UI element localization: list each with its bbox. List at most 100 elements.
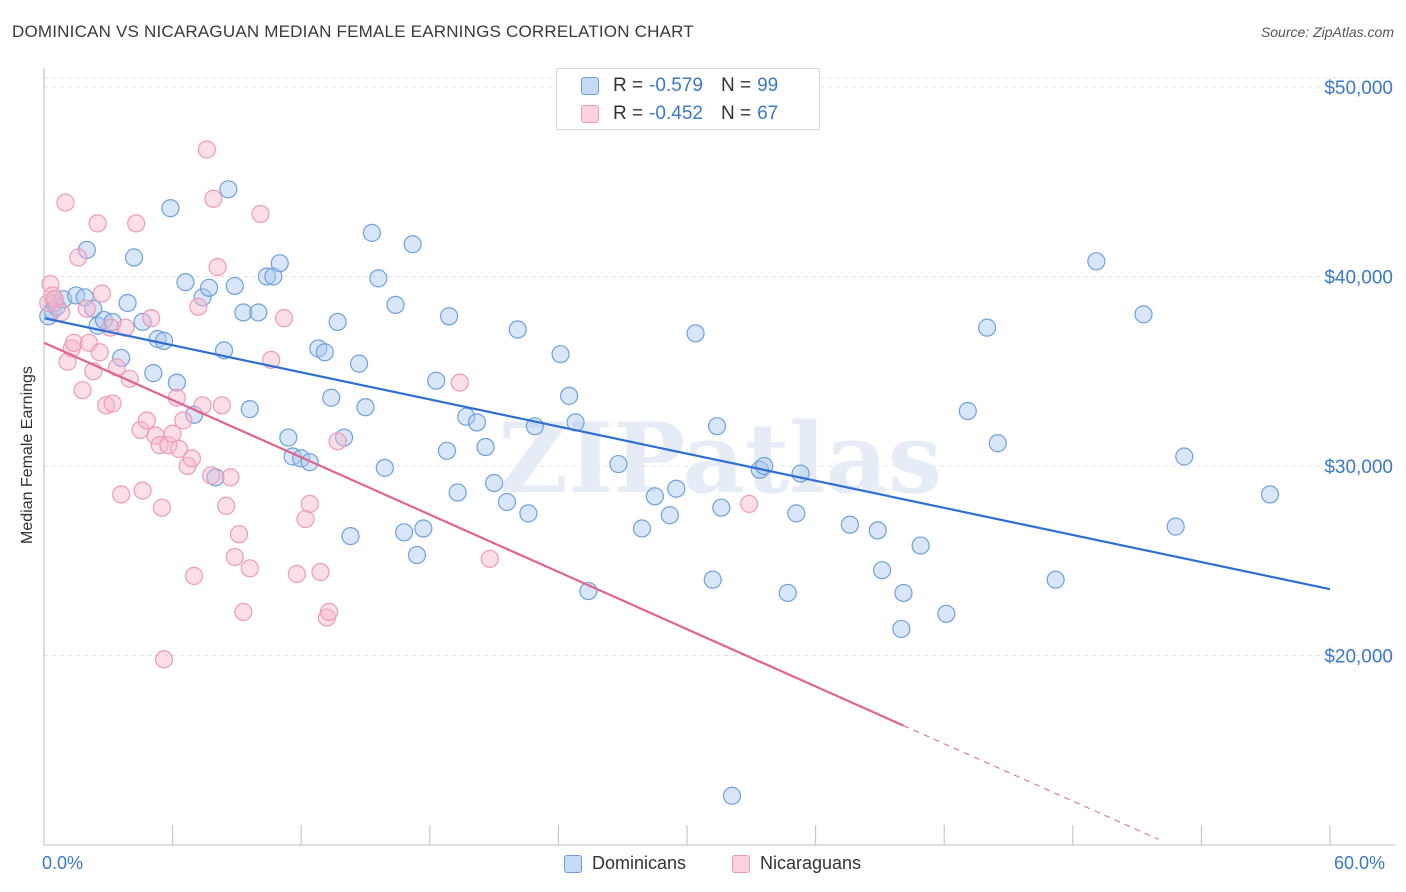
data-point <box>937 604 956 623</box>
data-point <box>144 364 163 383</box>
data-point <box>362 223 382 242</box>
data-point <box>197 140 216 159</box>
data-point <box>251 204 270 224</box>
data-point <box>73 381 92 400</box>
data-point <box>154 650 174 669</box>
data-point <box>480 549 499 568</box>
data-point <box>124 248 144 267</box>
data-point <box>1134 305 1153 324</box>
series-dominicans <box>39 180 1280 805</box>
data-point <box>240 559 259 578</box>
data-point <box>356 398 375 417</box>
data-point <box>958 401 977 421</box>
legend-n-value: 99 <box>757 75 779 96</box>
data-point <box>894 583 913 603</box>
data-point <box>328 432 347 451</box>
y-tick-label: $30,000 <box>1324 457 1393 478</box>
data-point <box>174 411 193 430</box>
data-point <box>77 299 96 318</box>
data-point <box>660 506 679 525</box>
data-point <box>319 602 339 622</box>
x-tick-label-max: 60.0% <box>1334 853 1386 873</box>
bottom-legend-swatch-nicaraguans <box>732 854 750 873</box>
legend-row-dominicans: R = -0.579 N = 99 <box>581 72 778 100</box>
bottom-legend-nicaraguans: Nicaraguans <box>732 853 861 874</box>
data-point <box>403 235 422 254</box>
legend-n-value: 67 <box>757 103 779 124</box>
data-point <box>394 523 414 542</box>
data-point <box>56 193 75 212</box>
data-point <box>1260 485 1280 504</box>
data-point <box>184 566 204 585</box>
data-point <box>450 373 469 392</box>
data-point <box>133 312 152 332</box>
data-point <box>328 312 347 332</box>
data-point <box>225 547 244 567</box>
data-point <box>112 485 131 504</box>
data-point <box>240 400 259 419</box>
series-nicaraguans <box>39 140 759 669</box>
data-point <box>169 439 189 459</box>
data-point <box>274 309 294 328</box>
data-point <box>287 564 307 584</box>
data-point <box>189 297 208 316</box>
data-point <box>257 267 277 286</box>
data-point <box>508 320 527 339</box>
data-point <box>234 303 253 322</box>
data-point <box>234 602 253 622</box>
trend-line-nicaraguans <box>43 341 904 727</box>
data-point <box>1087 252 1106 271</box>
legend-swatch-nicaraguans <box>581 105 599 123</box>
data-point <box>977 318 997 337</box>
y-tick-label: $20,000 <box>1324 646 1393 667</box>
axes <box>43 68 1395 846</box>
data-point <box>311 563 330 582</box>
data-point <box>497 492 517 512</box>
source-label: Source: ZipAtlas.com <box>1260 24 1394 40</box>
data-point <box>519 504 538 523</box>
bottom-legend-swatch-dominicans <box>564 854 582 873</box>
data-point <box>152 498 171 517</box>
y-tick-label: $50,000 <box>1324 78 1393 99</box>
data-point <box>1046 570 1065 589</box>
data-point <box>204 189 223 208</box>
data-point <box>270 254 289 273</box>
data-point <box>609 454 628 474</box>
data-point <box>300 494 319 513</box>
data-point <box>632 519 652 538</box>
data-point <box>439 307 459 326</box>
bottom-legend-label: Dominicans <box>592 853 687 873</box>
data-point <box>787 504 806 523</box>
data-point <box>217 496 236 515</box>
data-point <box>322 388 341 407</box>
y-axis-label: Median Female Earnings <box>19 366 36 544</box>
data-point <box>219 180 238 199</box>
data-point <box>707 417 727 436</box>
data-point <box>127 214 146 233</box>
data-point <box>840 515 859 534</box>
data-point <box>448 483 467 502</box>
x-tick-label-min: 0.0% <box>42 853 84 873</box>
data-point <box>414 519 433 538</box>
data-point <box>667 479 686 498</box>
data-point <box>369 269 388 288</box>
data-point <box>159 436 178 455</box>
data-point <box>703 570 722 589</box>
data-point <box>560 386 579 405</box>
data-point <box>212 396 231 415</box>
data-point <box>182 449 201 468</box>
legend-swatch-dominicans <box>581 77 599 95</box>
legend-r-value: -0.579 <box>649 75 703 96</box>
data-point <box>64 333 84 352</box>
watermark: ZIPatlas <box>498 402 942 515</box>
data-point <box>892 619 911 639</box>
data-points <box>39 140 1280 805</box>
legend-r-label: R = <box>613 75 644 96</box>
data-point <box>386 295 405 314</box>
data-point <box>349 354 369 373</box>
chart-title: DOMINICAN VS NICARAGUAN MEDIAN FEMALE EA… <box>12 22 694 41</box>
data-point <box>1166 517 1185 536</box>
data-point <box>69 248 88 267</box>
trend-line-extension <box>903 725 1159 840</box>
